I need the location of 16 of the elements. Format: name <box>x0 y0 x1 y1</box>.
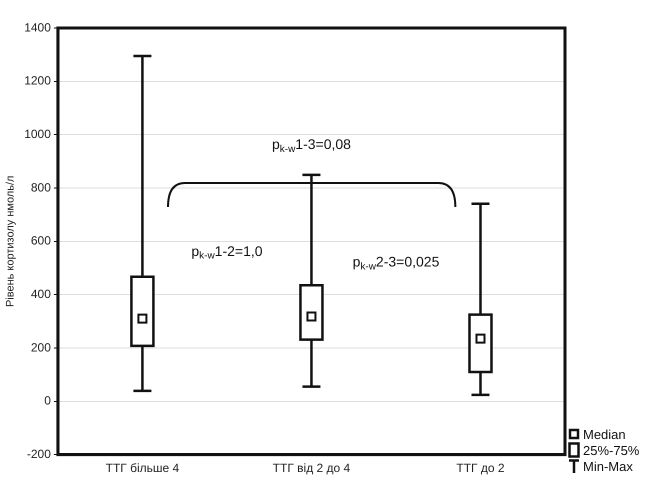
x-tick-label: ТТГ більше 4 <box>106 461 180 476</box>
text: Min-Max <box>583 458 633 474</box>
text: Median <box>583 426 626 442</box>
y-tick-label: 800 <box>30 180 52 194</box>
y-tick-label: 1000 <box>24 126 52 141</box>
y-tick-label: 1200 <box>24 74 52 88</box>
y-tick-label: 200 <box>30 340 52 354</box>
y-tick-label: 600 <box>30 234 52 248</box>
x-tick-label: ТТГ від 2 до 4 <box>272 461 351 476</box>
y-axis-title: Рівень кортизолу нмоль/л <box>4 176 17 308</box>
y-tick-label: -200 <box>26 446 52 461</box>
text: 25%-75% <box>583 442 640 458</box>
y-tick-label: 400 <box>30 286 52 301</box>
y-tick-label: 0 <box>44 394 52 408</box>
x-tick-label: ТТГ до 2 <box>456 461 505 476</box>
y-tick-label: 1400 <box>24 20 52 34</box>
